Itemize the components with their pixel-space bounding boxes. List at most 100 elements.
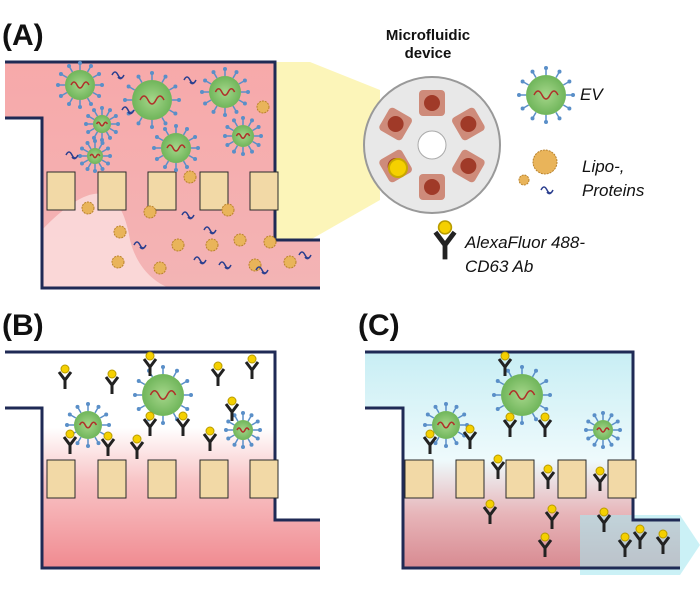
ev-tip [58, 72, 63, 76]
pillar [607, 459, 637, 499]
antibody [592, 466, 608, 491]
antibody [617, 532, 633, 557]
device-well [460, 158, 477, 174]
antibody [224, 396, 240, 421]
antibody [490, 454, 506, 479]
ev-tip [232, 149, 236, 154]
antibody [497, 351, 513, 376]
antibody [422, 429, 438, 454]
antibody [57, 364, 73, 389]
ev-tip [93, 139, 97, 143]
ev-tip [241, 116, 245, 120]
protein [203, 226, 217, 235]
antibody [502, 412, 518, 437]
ev-tip [249, 413, 254, 418]
ev-tip [423, 423, 427, 427]
ev-tip [223, 113, 227, 117]
ev-tip [544, 407, 549, 411]
protein [65, 151, 79, 160]
ev-tip [530, 69, 535, 74]
legend-text: EV [580, 85, 604, 104]
ev-tip [250, 118, 254, 123]
ev-tip [615, 419, 620, 424]
ev-tip [258, 428, 262, 432]
ev-rna [533, 90, 559, 100]
antibody-body [632, 531, 648, 549]
ev-tip [234, 70, 239, 75]
ev [78, 139, 112, 173]
antibody-body [62, 436, 78, 454]
fluorophore [485, 499, 495, 509]
ev-tip [100, 106, 104, 110]
antibody-body [482, 506, 498, 524]
fluorophore [547, 504, 557, 514]
lipoprotein [233, 233, 247, 247]
lipoprotein [153, 261, 167, 275]
ev [223, 116, 263, 156]
ev-tip [241, 445, 245, 449]
device-well [460, 116, 477, 132]
ev-tip [175, 368, 179, 373]
ev-tip [104, 412, 109, 417]
ev-rna [149, 390, 177, 400]
protein [181, 211, 195, 220]
pillar [199, 171, 229, 211]
antibody-body [129, 441, 145, 459]
ev-rna [139, 95, 165, 105]
ev-tip [97, 94, 102, 98]
ev-tip [65, 423, 69, 427]
ev-tip [161, 421, 165, 425]
protein [111, 71, 125, 80]
ev-tip [259, 134, 263, 138]
lipoprotein [518, 174, 530, 186]
ev-tip [154, 135, 159, 139]
fluorophore [213, 361, 223, 371]
ev-tip [234, 109, 239, 114]
lipoprotein [248, 258, 262, 272]
fluorophore [465, 424, 475, 434]
ev-tip [586, 436, 591, 441]
ev-tip [256, 143, 261, 147]
fluorophore [540, 412, 550, 422]
fluorophore [247, 354, 257, 364]
ev [423, 402, 469, 448]
device-well [424, 95, 440, 111]
ev [152, 124, 200, 172]
ev-tip [557, 116, 562, 121]
ev-tip [495, 379, 500, 383]
fluorophore [103, 431, 113, 441]
pillar [147, 171, 177, 211]
ev-tip [193, 157, 198, 161]
lipoprotein [205, 238, 219, 252]
ev-tip [246, 90, 250, 94]
ev-rna [166, 144, 186, 152]
lipoprotein [263, 235, 277, 249]
antibody [655, 529, 671, 554]
ev-tip [203, 78, 208, 83]
antibody-body [104, 376, 120, 394]
pillar [455, 459, 485, 499]
ev-body [232, 125, 254, 147]
fluorophore [620, 532, 630, 542]
panel-label: (C) [358, 309, 400, 342]
channel-c-wall [365, 350, 680, 570]
antibody [100, 431, 116, 456]
fluorophore [437, 220, 453, 235]
ev-tip [609, 413, 614, 418]
ev-tip [89, 63, 93, 68]
ev-tip [105, 146, 110, 151]
ev-tip [534, 368, 538, 373]
ev-tip [173, 84, 178, 89]
ev-tip [86, 444, 90, 448]
ev [517, 66, 575, 124]
ev-tip [100, 141, 105, 146]
ev-tip [223, 134, 227, 138]
antibody-body [490, 461, 506, 479]
fluorophore [145, 411, 155, 421]
ev-tip [255, 436, 260, 441]
antibody [537, 412, 553, 437]
ev-tip [97, 72, 102, 76]
ev-tip [67, 102, 71, 107]
pillar [505, 459, 535, 499]
fluorophore [65, 429, 75, 439]
